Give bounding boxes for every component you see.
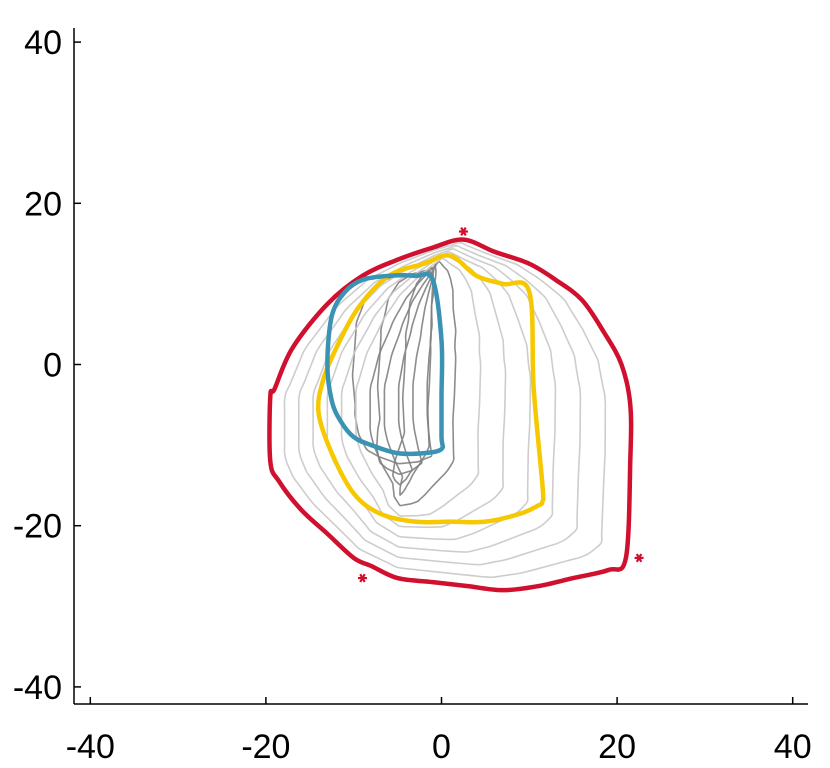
contour-line — [297, 245, 582, 566]
asterisk-marker — [458, 227, 468, 236]
y-tick-label: 0 — [43, 347, 62, 385]
contour-line — [383, 263, 437, 496]
contour-line — [355, 257, 482, 517]
series-line-middle — [315, 253, 546, 525]
contour-line — [340, 254, 507, 529]
asterisk-marker — [634, 553, 644, 563]
contour-line — [283, 241, 607, 579]
asterisk-stroke — [635, 553, 643, 563]
x-tick-label: 0 — [432, 728, 451, 766]
x-tick-label: 40 — [774, 728, 812, 766]
asterisk-marker — [357, 573, 367, 583]
x-tick-label: -20 — [241, 728, 290, 766]
y-tick-label: -20 — [13, 508, 62, 546]
contour-line — [369, 260, 457, 507]
series-line-outer — [267, 237, 634, 593]
x-tick-label: -40 — [66, 728, 115, 766]
asterisk-stroke — [359, 573, 366, 583]
series-line-inner — [325, 271, 446, 457]
contour-line — [392, 266, 435, 486]
series-lines — [267, 237, 634, 593]
y-tick-label: 40 — [24, 24, 62, 62]
y-tick-label: -40 — [13, 669, 62, 707]
x-tick-label: 20 — [598, 728, 636, 766]
asterisk-stroke — [460, 227, 467, 236]
x-ticks: -40 -20 0 20 40 — [66, 697, 812, 766]
y-tick-label: 20 — [24, 185, 62, 223]
contour-line — [326, 251, 532, 541]
y-ticks: -40 -20 0 20 40 — [13, 24, 81, 707]
boundary-markers — [357, 227, 644, 583]
